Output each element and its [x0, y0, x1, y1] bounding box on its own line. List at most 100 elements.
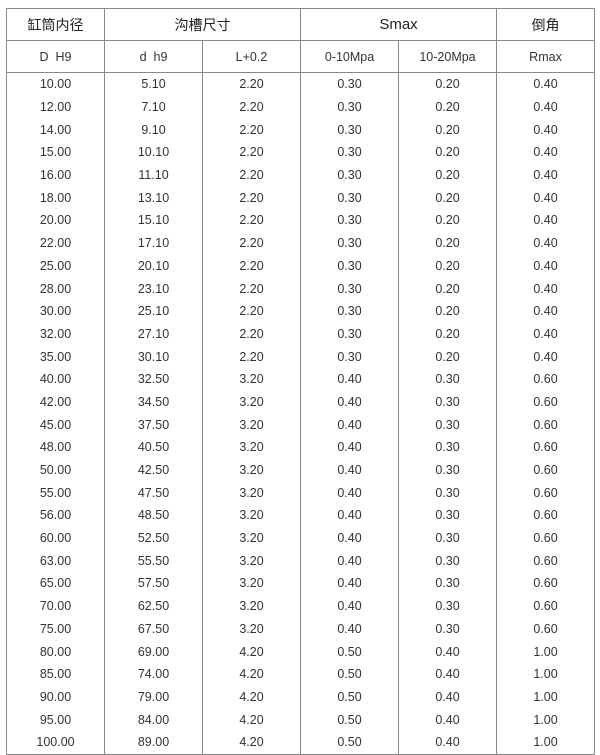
table-cell: 45.00 [6, 413, 105, 436]
table-row: 75.00 67.50 3.20 0.40 0.30 0.60 [6, 617, 595, 641]
table-cell: 0.20 [398, 322, 497, 346]
table-cell: 95.00 [6, 708, 105, 731]
table-cell: 5.10 [104, 72, 203, 96]
table-cell: 0.30 [300, 322, 399, 346]
table-cell: 48.50 [104, 504, 203, 527]
table-row: 16.00 11.10 2.20 0.30 0.20 0.40 [6, 163, 595, 187]
table-cell: 89.00 [104, 730, 203, 755]
table-cell: 0.40 [496, 95, 595, 119]
table-cell: 0.30 [398, 572, 497, 595]
table-cell: 0.40 [496, 322, 595, 346]
table-cell: 0.30 [300, 186, 399, 210]
table-cell: 2.20 [202, 163, 301, 187]
table-cell: 63.00 [6, 549, 105, 573]
table-cell: 100.00 [6, 730, 105, 755]
col-L: L+0.2 [202, 40, 301, 73]
table-cell: 62.50 [104, 594, 203, 618]
table-cell: 47.50 [104, 481, 203, 505]
table-cell: 2.20 [202, 231, 301, 255]
table-cell: 13.10 [104, 186, 203, 210]
table-cell: 22.00 [6, 231, 105, 255]
col-rmax: Rmax [496, 40, 595, 73]
table-cell: 0.20 [398, 254, 497, 278]
table-cell: 10.00 [6, 72, 105, 96]
table-cell: 55.50 [104, 549, 203, 573]
table-row: 55.00 47.50 3.20 0.40 0.30 0.60 [6, 481, 595, 505]
table-row: 90.00 79.00 4.20 0.50 0.40 1.00 [6, 685, 595, 709]
table-cell: 0.40 [398, 730, 497, 755]
table-cell: 1.00 [496, 662, 595, 686]
table-cell: 11.10 [104, 163, 203, 187]
table-row: 45.00 37.50 3.20 0.40 0.30 0.60 [6, 413, 595, 436]
table-cell: 0.60 [496, 436, 595, 459]
table-cell: 0.50 [300, 685, 399, 709]
table-row: 48.00 40.50 3.20 0.40 0.30 0.60 [6, 436, 595, 459]
table-row: 30.00 25.10 2.20 0.30 0.20 0.40 [6, 299, 595, 323]
table-cell: 12.00 [6, 95, 105, 119]
table-cell: 0.30 [300, 254, 399, 278]
table-cell: 0.30 [398, 458, 497, 482]
table-cell: 0.20 [398, 209, 497, 232]
table-cell: 80.00 [6, 640, 105, 663]
table-cell: 55.00 [6, 481, 105, 505]
table-cell: 10.10 [104, 141, 203, 164]
table-cell: 0.30 [398, 526, 497, 550]
table-cell: 1.00 [496, 730, 595, 755]
table-cell: 0.30 [398, 390, 497, 414]
table-cell: 74.00 [104, 662, 203, 686]
table-cell: 0.40 [496, 209, 595, 232]
groove-dimension-table: 缸筒内径 沟槽尺寸 Smax 倒角 D H9 d h9 L+0.2 0-10Mp… [6, 8, 595, 755]
table-cell: 0.40 [300, 458, 399, 482]
table-cell: 3.20 [202, 504, 301, 527]
table-cell: 0.40 [398, 640, 497, 663]
table-cell: 2.20 [202, 322, 301, 346]
table-cell: 48.00 [6, 436, 105, 459]
table-cell: 0.40 [496, 141, 595, 164]
table-cell: 70.00 [6, 594, 105, 618]
table-cell: 17.10 [104, 231, 203, 255]
table-cell: 3.20 [202, 413, 301, 436]
header-chamfer: 倒角 [496, 8, 595, 41]
table-row: 22.00 17.10 2.20 0.30 0.20 0.40 [6, 231, 595, 255]
table-cell: 0.20 [398, 186, 497, 210]
table-cell: 0.40 [300, 504, 399, 527]
table-cell: 0.40 [496, 163, 595, 187]
table-cell: 4.20 [202, 708, 301, 731]
table-cell: 0.40 [496, 277, 595, 300]
table-cell: 15.10 [104, 209, 203, 232]
table-row: 100.00 89.00 4.20 0.50 0.40 1.00 [6, 730, 595, 755]
table-cell: 0.60 [496, 594, 595, 618]
table-cell: 60.00 [6, 526, 105, 550]
table-row: 40.00 32.50 3.20 0.40 0.30 0.60 [6, 367, 595, 391]
table-cell: 0.40 [300, 594, 399, 618]
table-cell: 3.20 [202, 458, 301, 482]
table-cell: 0.60 [496, 458, 595, 482]
table-cell: 3.20 [202, 572, 301, 595]
table-row: 65.00 57.50 3.20 0.40 0.30 0.60 [6, 572, 595, 595]
table-cell: 0.50 [300, 640, 399, 663]
table-cell: 50.00 [6, 458, 105, 482]
table-cell: 0.40 [300, 367, 399, 391]
table-row: 18.00 13.10 2.20 0.30 0.20 0.40 [6, 186, 595, 210]
col-d-h9: d h9 [104, 40, 203, 73]
table-cell: 15.00 [6, 141, 105, 164]
table-cell: 0.60 [496, 481, 595, 505]
table-cell: 16.00 [6, 163, 105, 187]
table-cell: 2.20 [202, 254, 301, 278]
table-cell: 0.40 [300, 481, 399, 505]
table-cell: 2.20 [202, 299, 301, 323]
table-cell: 0.60 [496, 390, 595, 414]
table-cell: 75.00 [6, 617, 105, 641]
table-cell: 0.20 [398, 95, 497, 119]
table-cell: 25.00 [6, 254, 105, 278]
table-cell: 0.60 [496, 367, 595, 391]
table-cell: 57.50 [104, 572, 203, 595]
table-row: 10.00 5.10 2.20 0.30 0.20 0.40 [6, 72, 595, 96]
table-cell: 0.40 [496, 231, 595, 255]
table-cell: 30.00 [6, 299, 105, 323]
table-cell: 0.40 [300, 572, 399, 595]
table-cell: 52.50 [104, 526, 203, 550]
table-row: 60.00 52.50 3.20 0.40 0.30 0.60 [6, 526, 595, 550]
table-cell: 4.20 [202, 685, 301, 709]
table-cell: 2.20 [202, 345, 301, 368]
